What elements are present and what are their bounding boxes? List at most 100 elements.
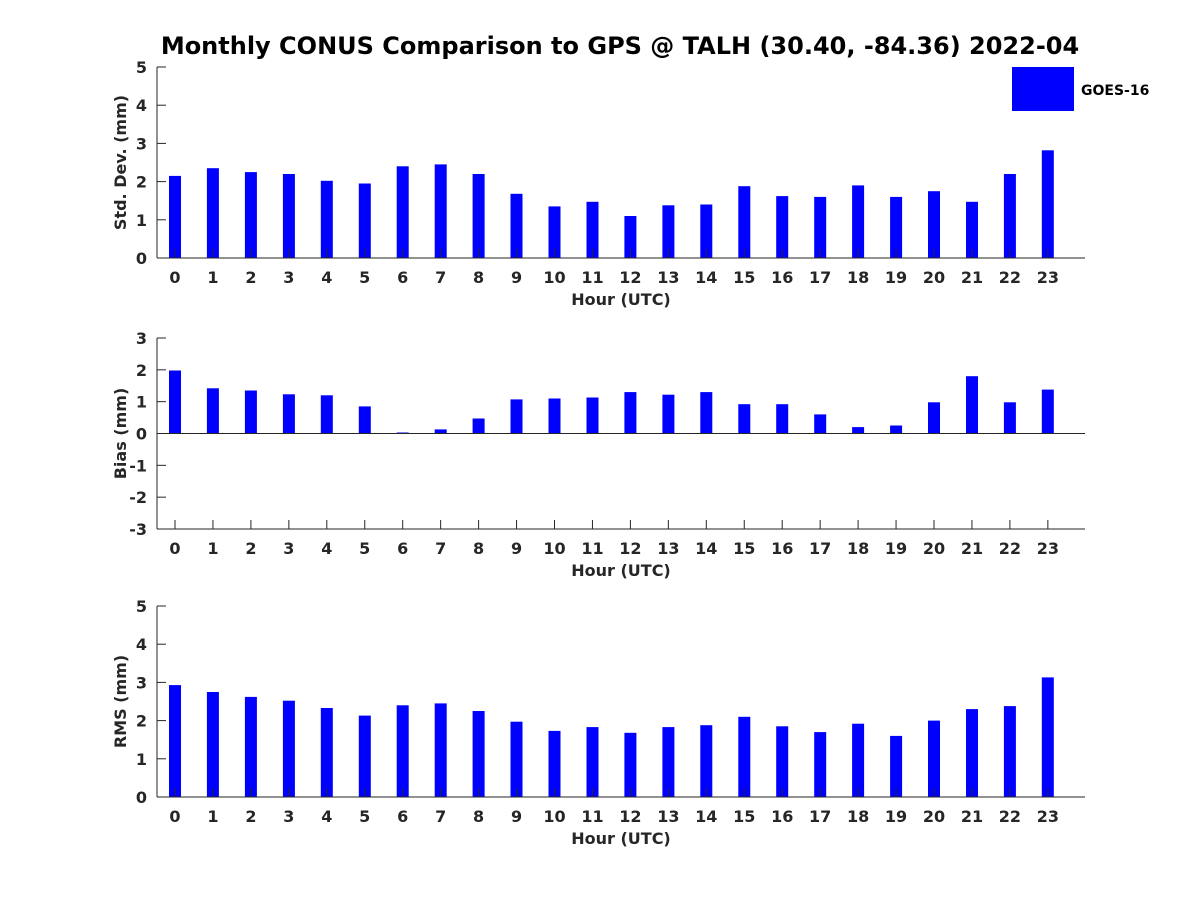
bar [814,196,827,258]
x-tick-label: 17 [809,539,831,558]
y-tick-label: 4 [136,635,147,654]
y-tick-label: 5 [136,58,147,77]
bar [282,394,295,434]
bar [662,727,675,797]
x-tick-label: 13 [657,539,679,558]
bar [852,185,865,258]
bar [434,164,447,258]
x-tick-label: 18 [847,268,869,287]
x-tick-label: 8 [473,268,484,287]
x-tick-label: 14 [695,268,717,287]
x-tick-label: 23 [1037,807,1059,826]
bar [396,705,409,797]
y-axis-label: Bias (mm) [111,388,130,480]
y-tick-label: 2 [136,173,147,192]
bar [1041,677,1054,797]
bar [434,703,447,797]
x-tick-label: 6 [397,807,408,826]
bar [1041,389,1054,434]
bar [928,402,940,434]
x-tick-label: 0 [169,268,180,287]
x-tick-label: 2 [245,807,256,826]
y-tick-label: 1 [136,211,147,230]
bar [776,196,789,258]
x-tick-label: 18 [847,539,869,558]
bar [700,204,713,258]
x-tick-label: 11 [581,268,603,287]
bar [169,175,181,258]
bar [244,390,257,434]
x-tick-label: 9 [511,539,522,558]
x-tick-label: 10 [543,268,565,287]
bar [320,395,333,434]
bar [928,720,940,797]
x-tick-label: 1 [207,268,218,287]
legend-label: GOES-16 [1081,83,1149,99]
x-tick-label: 21 [961,539,983,558]
y-tick-label: 2 [136,712,147,731]
x-tick-label: 14 [695,539,717,558]
bar [624,392,637,434]
bar [396,166,409,258]
x-tick-label: 22 [999,268,1021,287]
bar [548,730,561,797]
bar [1041,150,1054,258]
bar [169,685,181,797]
bar [244,172,257,258]
bar [206,168,219,258]
x-tick-label: 15 [733,807,755,826]
x-tick-label: 14 [695,807,717,826]
x-tick-label: 12 [619,268,641,287]
bar [852,427,865,434]
x-tick-label: 0 [169,539,180,558]
x-tick-label: 17 [809,268,831,287]
bar [1003,174,1016,258]
x-tick-label: 8 [473,539,484,558]
bar [662,205,675,258]
bar [358,715,371,797]
bar [700,725,713,797]
y-tick-label: 2 [136,361,147,380]
x-tick-label: 22 [999,807,1021,826]
figure-title: Monthly CONUS Comparison to GPS @ TALH (… [161,32,1079,60]
bar [169,370,181,434]
bar [586,727,599,797]
x-tick-label: 6 [397,268,408,287]
x-axis-label: Hour (UTC) [571,829,671,848]
legend-swatch [1012,67,1074,111]
bar [624,216,637,258]
x-tick-label: 9 [511,268,522,287]
bar [358,183,371,258]
y-tick-label: 4 [136,96,147,115]
x-tick-label: 19 [885,539,907,558]
bar [586,397,599,434]
y-tick-label: 0 [136,249,147,268]
x-tick-label: 15 [733,539,755,558]
bar [738,186,751,258]
y-tick-label: 3 [136,673,147,692]
x-tick-label: 9 [511,807,522,826]
x-tick-label: 20 [923,807,945,826]
x-axis-label: Hour (UTC) [571,290,671,309]
y-tick-label: 0 [136,425,147,444]
bar [738,404,751,434]
y-tick-label: 5 [136,597,147,616]
bar [890,196,903,258]
x-tick-label: 5 [359,268,370,287]
x-tick-label: 2 [245,268,256,287]
x-tick-label: 7 [435,807,446,826]
bar [548,206,561,258]
bar [966,709,978,797]
x-tick-label: 23 [1037,539,1059,558]
bar [510,193,523,258]
bar [776,726,789,797]
x-tick-label: 16 [771,268,793,287]
y-tick-label: -1 [129,456,147,475]
bar [206,692,219,797]
bar [510,399,523,434]
